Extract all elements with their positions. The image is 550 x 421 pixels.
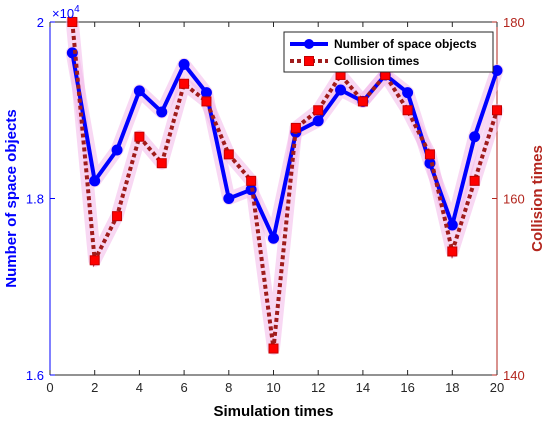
x-tick-label: 4 (136, 380, 143, 395)
collision-times-point (246, 175, 257, 186)
collision-times-point (89, 255, 100, 266)
axes-layer: 0 2 4 6 8 10 12 14 16 18 20 1.6 1.8 2 140 160 180 (26, 15, 525, 395)
space-objects-point (268, 232, 279, 244)
x-tick-label: 6 (180, 380, 187, 395)
legend-label-collision-times: Collision times (334, 54, 420, 68)
collision-times-point (201, 96, 212, 107)
collision-times-point (134, 131, 145, 142)
space-objects-point (402, 87, 414, 99)
space-objects-point (223, 193, 235, 204)
x-tick-label: 0 (46, 380, 53, 395)
x-tick-label: 12 (311, 380, 325, 395)
x-tick-label: 10 (266, 380, 280, 395)
x-tick-label: 8 (225, 380, 232, 395)
space-objects-point (312, 115, 324, 127)
collision-times-point (357, 96, 368, 107)
legend-label-space-objects: Number of space objects (334, 37, 477, 51)
collision-times-point (156, 158, 167, 169)
collision-times-point (290, 122, 301, 133)
collision-times-point (67, 17, 78, 27)
collision-times-point (424, 149, 435, 160)
collision-times-point (223, 149, 234, 160)
left-tick-label: 2 (37, 15, 44, 30)
legend: Number of space objects Collision times (283, 31, 494, 73)
legend-box (283, 31, 494, 73)
left-tick-label: 1.8 (26, 192, 44, 207)
x-tick-label: 2 (91, 380, 98, 395)
x-tick-label: 14 (356, 380, 370, 395)
collision-times-point (447, 246, 458, 257)
x-axis-title: Simulation times (213, 403, 333, 420)
collision-times-point (492, 105, 502, 116)
space-objects-point (111, 144, 123, 156)
right-tick-label: 140 (503, 368, 525, 383)
x-tick-label: 18 (445, 380, 459, 395)
right-tick-label: 160 (503, 192, 525, 207)
collision-times-point (268, 343, 279, 354)
space-objects-point (156, 106, 168, 118)
x-tick-label: 16 (400, 380, 414, 395)
left-tick-label: 1.6 (26, 368, 44, 383)
space-objects-point (133, 85, 145, 97)
space-objects-point (178, 58, 190, 70)
space-objects-point (89, 175, 101, 187)
legend-marker-space-objects (304, 39, 314, 49)
left-axis-exponent: ×104 (52, 4, 80, 21)
collision-times-point (313, 105, 324, 116)
collision-times-point (402, 105, 413, 116)
space-objects-point (469, 131, 481, 143)
x-tick-label: 20 (490, 380, 504, 395)
collision-times-point (112, 211, 123, 222)
space-objects-point (200, 87, 212, 99)
series-layer (65, 15, 504, 355)
legend-marker-collision-times (304, 56, 314, 66)
space-objects-point (446, 219, 458, 231)
collision-times-point (469, 175, 480, 186)
right-tick-label: 180 (503, 15, 525, 30)
right-axis-title: Collision times (529, 145, 546, 252)
left-axis-title: Number of space objects (3, 109, 20, 287)
space-objects-point (335, 84, 347, 96)
collision-times-line (70, 21, 499, 349)
collision-times-point (179, 78, 190, 89)
